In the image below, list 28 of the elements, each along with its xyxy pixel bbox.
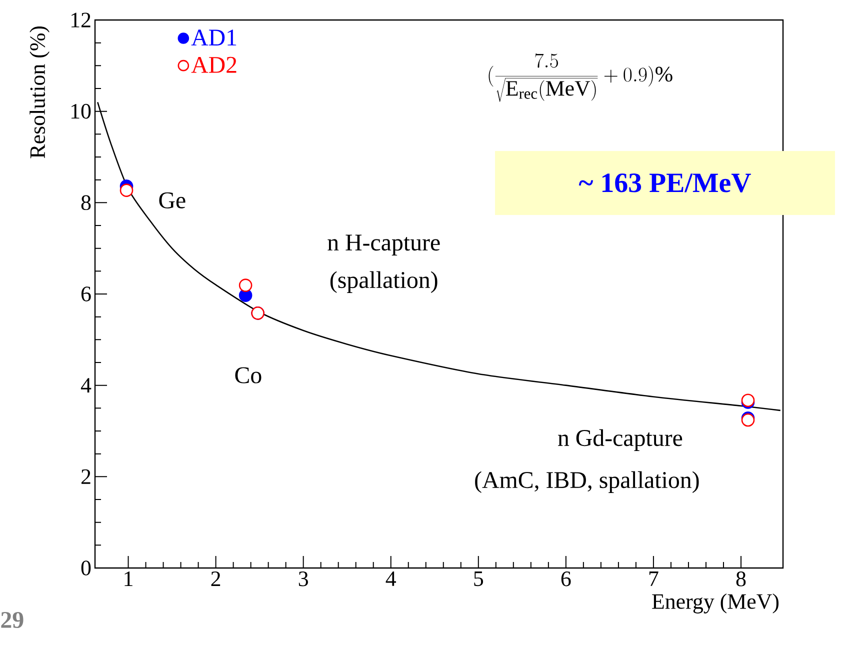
y-tick-label: 4 (80, 378, 92, 393)
y-tick-label: 6 (81, 286, 91, 302)
y-tick-label: 2 (82, 469, 90, 484)
y-tick-label: 12 (71, 12, 90, 28)
legend-label: AD2 (191, 56, 236, 73)
legend-label: AD1 (191, 30, 236, 46)
annotation: (AmC, IBD, spallation) (475, 471, 699, 493)
x-tick-label: 4 (386, 572, 396, 586)
x-tick-label: 8 (736, 572, 746, 586)
x-tick-label: 7 (649, 571, 658, 586)
x-tick-label: 1 (124, 572, 132, 586)
x-tick-label: 2 (211, 572, 220, 586)
y-axis-title: Resolution (%) (30, 26, 50, 158)
annotation: ~ 163 PE/MeV (578, 174, 751, 192)
annotation: (spallation) (330, 271, 438, 293)
annotation: n Gd-capture (558, 429, 682, 451)
annotation: Co (235, 367, 262, 384)
y-tick-label: 8 (81, 195, 91, 210)
annotation: $(\frac{7.5}{\sqrt{\mathrm{E_{rec}(MeV)}}}+0.9)\%$ (488, 53, 672, 102)
annotation: Ge (159, 192, 186, 208)
y-tick-label: 0 (81, 560, 91, 576)
text: 29 (1, 612, 24, 628)
x-tick-label: 5 (474, 571, 484, 586)
x-axis-title: Energy (MeV) (652, 594, 779, 614)
x-tick-label: 6 (561, 572, 571, 586)
y-tick-label: 10 (71, 104, 91, 119)
x-tick-label: 3 (298, 572, 308, 586)
annotation: n H-capture (328, 234, 440, 256)
